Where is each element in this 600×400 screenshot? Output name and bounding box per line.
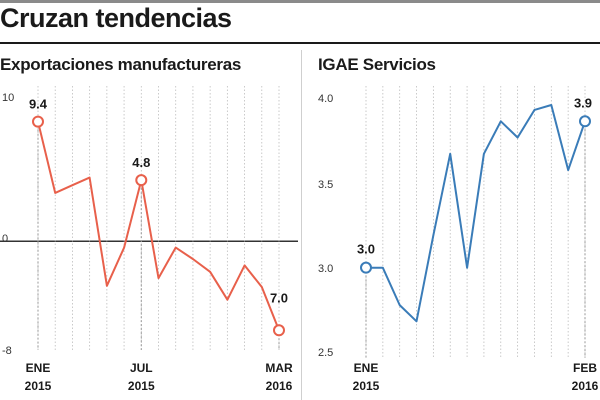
x-tick-label: ENE [354, 361, 379, 375]
x-tick-label: 2016 [266, 379, 293, 393]
y-tick-label: 3.0 [318, 263, 333, 275]
chart-title-exportaciones: Exportaciones manufactureras [0, 55, 242, 74]
chart-exportaciones: 10 0 -8 9.4 4.8 7.0 ENE 2015 JUL 2015 MAR 2016 [0, 86, 298, 393]
x-tick-label: FEB [573, 361, 597, 375]
data-point [123, 247, 125, 249]
panel-divider [301, 50, 302, 400]
highlight-marker [273, 324, 285, 337]
data-point [106, 285, 108, 287]
y-tick-label: -8 [2, 345, 12, 357]
top-rule [0, 0, 600, 3]
data-point [567, 169, 569, 171]
y-tick-label: 3.5 [318, 179, 333, 191]
data-label: 3.0 [357, 242, 375, 257]
y-tick-label: 10 [2, 92, 14, 104]
x-tick-label: JUL [130, 361, 153, 375]
x-tick-label: 2016 [572, 379, 599, 393]
data-point [209, 271, 211, 273]
chart-title-igae: IGAE Servicios [318, 55, 436, 74]
series-line-exportaciones [37, 121, 280, 331]
data-label: 9.4 [29, 97, 48, 112]
data-point [54, 192, 56, 194]
highlight-marker [579, 115, 591, 128]
data-point [432, 234, 434, 236]
data-point [261, 286, 263, 288]
data-point [244, 264, 246, 266]
data-point [500, 120, 502, 122]
y-tick-label: 4.0 [318, 93, 333, 105]
data-label: 4.8 [132, 155, 150, 170]
data-point [71, 184, 73, 186]
data-point [89, 177, 91, 179]
data-point [416, 320, 418, 322]
data-point [175, 247, 177, 249]
data-point [399, 304, 401, 306]
title-rule [0, 42, 600, 44]
x-tick-label: ENE [26, 361, 51, 375]
data-point [158, 277, 160, 279]
highlight-marker [360, 261, 372, 274]
x-tick-label: 2015 [353, 379, 380, 393]
data-point [550, 104, 552, 106]
data-label: 3.9 [574, 95, 592, 110]
series-line-igae [366, 104, 586, 323]
x-tick-label: 2015 [25, 379, 52, 393]
x-tick-label: MAR [265, 361, 293, 375]
highlight-marker [32, 115, 44, 128]
data-point [466, 267, 468, 269]
y-tick-label: 0 [2, 233, 8, 245]
highlight-marker [135, 174, 148, 187]
data-point [483, 153, 485, 155]
page-title: Cruzan tendencias [0, 3, 232, 33]
data-point [192, 258, 194, 260]
chart-igae: 4.0 3.5 3.0 2.5 3.0 3.9 ENE 2015 FEB 2016 [318, 86, 599, 393]
data-point [533, 109, 535, 111]
data-point [226, 299, 228, 301]
data-point [382, 267, 384, 269]
data-point [449, 153, 451, 155]
x-tick-label: 2015 [128, 379, 155, 393]
data-point [517, 137, 519, 139]
y-tick-label: 2.5 [318, 347, 333, 359]
data-label: 7.0 [270, 290, 288, 305]
